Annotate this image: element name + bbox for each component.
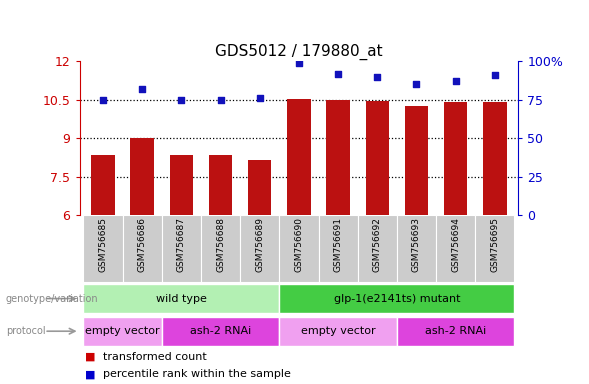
Bar [84, 316, 162, 346]
Point [373, 74, 382, 80]
Bar [319, 215, 358, 282]
Bar [84, 284, 279, 313]
Title: GDS5012 / 179880_at: GDS5012 / 179880_at [215, 44, 383, 60]
Bar [287, 99, 310, 215]
Bar [279, 316, 397, 346]
Bar [326, 100, 350, 215]
Bar [248, 160, 272, 215]
Bar [84, 215, 123, 282]
Text: glp-1(e2141ts) mutant: glp-1(e2141ts) mutant [333, 293, 460, 304]
Text: GSM756685: GSM756685 [98, 217, 108, 272]
Bar [162, 215, 201, 282]
Text: ash-2 RNAi: ash-2 RNAi [425, 326, 487, 336]
Point [177, 97, 186, 103]
Text: GSM756689: GSM756689 [255, 217, 264, 272]
Bar [123, 215, 162, 282]
Bar [358, 215, 397, 282]
Bar [483, 103, 507, 215]
Text: GSM756691: GSM756691 [333, 217, 343, 272]
Bar [436, 215, 475, 282]
Text: transformed count: transformed count [103, 352, 207, 362]
Bar [240, 215, 279, 282]
Point [490, 72, 499, 78]
Text: percentile rank within the sample: percentile rank within the sample [103, 369, 291, 379]
Text: GSM756693: GSM756693 [412, 217, 421, 272]
Bar [170, 155, 193, 215]
Bar [209, 155, 232, 215]
Point [216, 97, 225, 103]
Bar [405, 106, 428, 215]
Bar [91, 155, 115, 215]
Text: ■: ■ [85, 352, 96, 362]
Text: ■: ■ [85, 369, 96, 379]
Bar [279, 284, 514, 313]
Point [98, 97, 108, 103]
Text: empty vector: empty vector [85, 326, 160, 336]
Text: GSM756694: GSM756694 [451, 217, 460, 272]
Text: GSM756687: GSM756687 [177, 217, 186, 272]
Point [255, 95, 264, 101]
Point [137, 86, 147, 92]
Bar [475, 215, 514, 282]
Text: ash-2 RNAi: ash-2 RNAi [190, 326, 251, 336]
Text: wild type: wild type [156, 293, 207, 304]
Text: GSM756690: GSM756690 [294, 217, 303, 272]
Bar [397, 215, 436, 282]
Text: protocol: protocol [6, 326, 45, 336]
Bar [279, 215, 319, 282]
Point [333, 71, 343, 77]
Text: GSM756686: GSM756686 [138, 217, 147, 272]
Text: empty vector: empty vector [301, 326, 375, 336]
Point [451, 78, 461, 84]
Bar [397, 316, 514, 346]
Bar [444, 103, 468, 215]
Bar [366, 101, 389, 215]
Text: genotype/variation: genotype/variation [6, 293, 98, 304]
Text: GSM756695: GSM756695 [490, 217, 499, 272]
Text: GSM756688: GSM756688 [216, 217, 225, 272]
Bar [201, 215, 240, 282]
Text: GSM756692: GSM756692 [373, 217, 382, 272]
Point [412, 81, 421, 88]
Point [294, 60, 304, 66]
Bar [162, 316, 279, 346]
Bar [130, 138, 154, 215]
